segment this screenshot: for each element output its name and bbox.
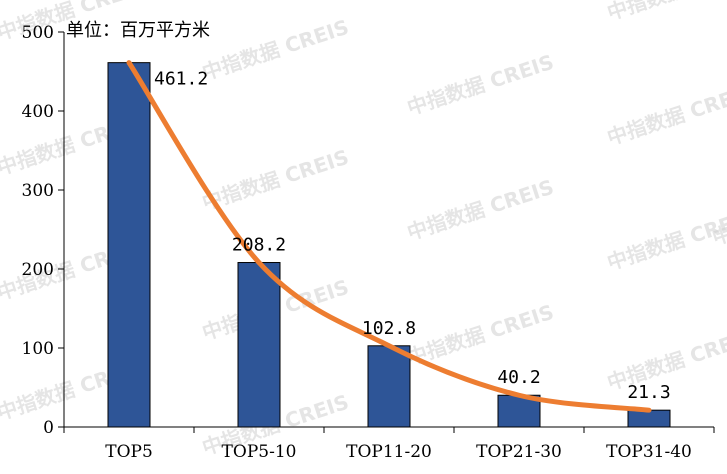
- axes: 0 100 200 300 400 500 TOP5 TOP5-10 TOP11-20 TOP21…: [22, 23, 715, 462]
- data-label: 102.8: [362, 318, 416, 339]
- watermark-text: 中指数据 CREIS: [199, 15, 352, 85]
- x-tick-label: TOP21-30: [476, 442, 562, 462]
- watermark-text: 中指数据 CREIS: [404, 50, 557, 120]
- watermark-text: 中指数据 CREIS: [199, 145, 352, 215]
- y-tick-label: 100: [22, 339, 54, 359]
- y-tick-label: 500: [22, 23, 54, 43]
- watermark-text: 中指数据 CREIS: [404, 175, 557, 245]
- trend-line: [126, 60, 652, 413]
- y-tick-label: 300: [22, 181, 54, 201]
- y-tick-label: 200: [22, 260, 54, 280]
- data-label: 208.2: [232, 235, 286, 256]
- watermark-text: 中指数据 CREIS: [604, 0, 727, 25]
- data-label: 461.2: [154, 69, 208, 90]
- watermark-text: 中指数据 CREIS: [404, 300, 557, 370]
- watermark-text: 中指数据 CREIS: [604, 205, 727, 275]
- bars: [107, 62, 671, 428]
- x-tick-label: TOP5-10: [222, 442, 297, 462]
- x-tick-label: TOP5: [105, 442, 153, 462]
- bar: [367, 345, 411, 428]
- data-labels: 461.2 208.2 102.8 40.2 21.3: [154, 69, 671, 404]
- watermark-text: 中指数据 CREIS: [604, 80, 727, 150]
- x-tick-label: TOP31-40: [606, 442, 692, 462]
- bar: [237, 262, 281, 428]
- unit-label: 单位：百万平方米: [66, 20, 210, 41]
- y-tick-label: 400: [22, 102, 54, 122]
- bar: [107, 62, 151, 428]
- bar: [627, 409, 671, 428]
- data-label: 40.2: [497, 367, 540, 388]
- data-label: 21.3: [627, 382, 670, 403]
- y-tick-label: 0: [43, 418, 54, 438]
- x-tick-label: TOP11-20: [346, 442, 432, 462]
